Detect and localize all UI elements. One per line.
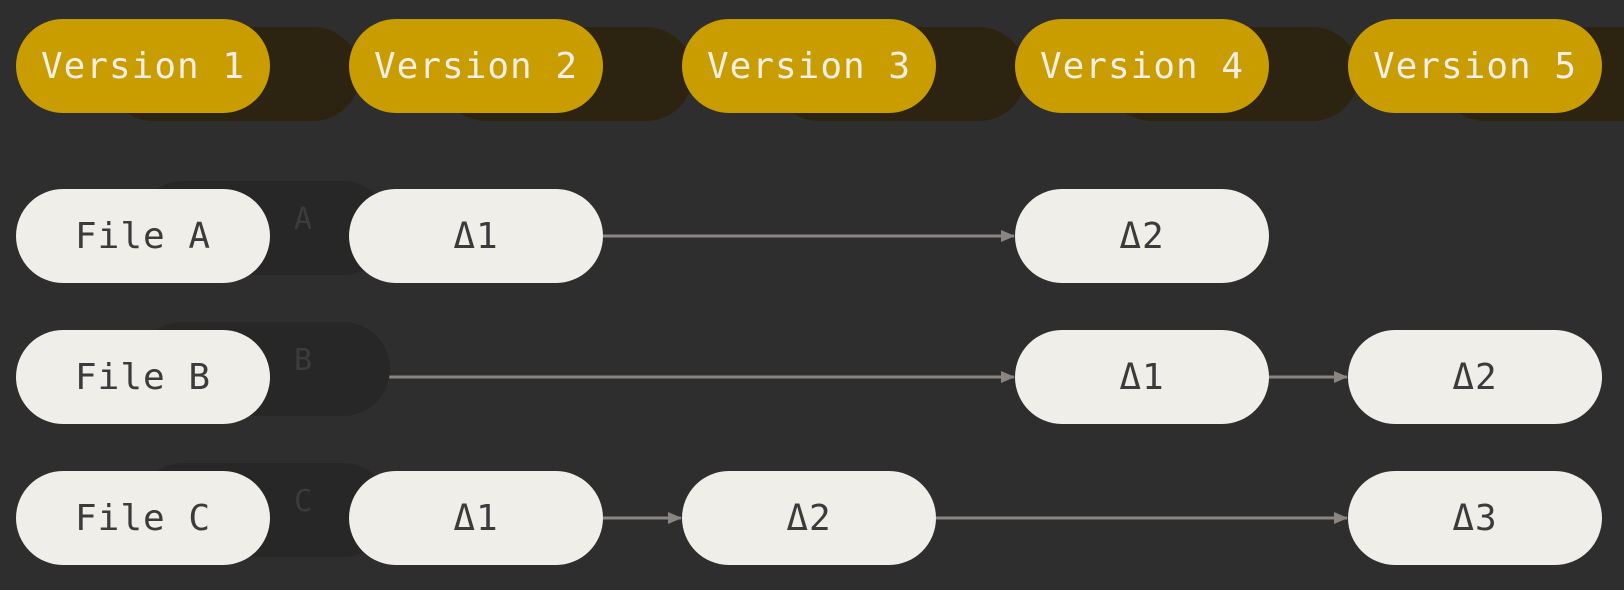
file-b-pill: File B: [16, 330, 270, 424]
file-b-faint-label: B: [294, 343, 313, 378]
file-c-delta-v2: Δ1: [349, 471, 603, 565]
file-c-faint-label: C: [294, 484, 313, 519]
version-1-pill: Version 1: [16, 19, 270, 113]
file-c-pill: File C: [16, 471, 270, 565]
version-3-pill: Version 3: [682, 19, 936, 113]
file-a-delta-v2: Δ1: [349, 189, 603, 283]
file-b-delta-v5: Δ2: [1348, 330, 1602, 424]
file-c-delta-v5: Δ3: [1348, 471, 1602, 565]
file-c-delta-v3: Δ2: [682, 471, 936, 565]
file-a-faint-label: A: [294, 202, 313, 237]
file-b-delta-v4: Δ1: [1015, 330, 1269, 424]
version-4-pill: Version 4: [1015, 19, 1269, 113]
version-2-pill: Version 2: [349, 19, 603, 113]
version-5-pill: Version 5: [1348, 19, 1602, 113]
file-a-pill: File A: [16, 189, 270, 283]
file-a-delta-v4: Δ2: [1015, 189, 1269, 283]
